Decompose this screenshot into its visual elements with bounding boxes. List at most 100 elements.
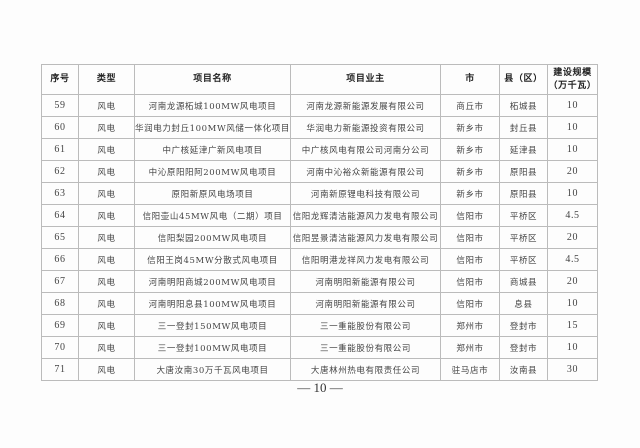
column-header-line: （万千瓦） — [548, 80, 597, 91]
table-cell: 61 — [41, 138, 79, 161]
table-cell: 河南新原锂电科技有限公司 — [290, 182, 441, 205]
table-cell: 平桥区 — [499, 204, 548, 227]
table-cell: 原阳县 — [499, 160, 548, 183]
table-row: 63 风电 原阳新原风电场项目 河南新原锂电科技有限公司 新乡市 原阳县 10 — [41, 182, 598, 205]
table-cell: 10 — [547, 116, 598, 139]
table-cell: 三一重能股份有限公司 — [290, 314, 441, 337]
table-cell: 67 — [41, 270, 79, 293]
table-cell: 风电 — [78, 182, 135, 205]
table-cell: 驻马店市 — [440, 358, 500, 381]
table-cell: 郑州市 — [440, 314, 500, 337]
table-cell: 20 — [547, 226, 598, 249]
table-cell: 信阳王岗45MW分散式风电项目 — [134, 248, 291, 271]
table-cell: 信阳壶山45MW风电（二期）项目 — [134, 204, 291, 227]
table-cell: 河南明阳息县100MW风电项目 — [134, 292, 291, 315]
table-cell: 10 — [547, 138, 598, 161]
table-cell: 登封市 — [499, 336, 548, 359]
table-row: 61 风电 中广核延津广新风电项目 中广核风电有限公司河南分公司 新乡市 延津县 10 — [41, 138, 598, 161]
column-header: 市 — [440, 64, 500, 95]
table-cell: 15 — [547, 314, 598, 337]
table-cell: 三一登封100MW风电项目 — [134, 336, 291, 359]
table-cell: 风电 — [78, 358, 135, 381]
table-cell: 69 — [41, 314, 79, 337]
table-cell: 风电 — [78, 248, 135, 271]
table-cell: 风电 — [78, 314, 135, 337]
table-cell: 新乡市 — [440, 182, 500, 205]
table-cell: 60 — [41, 116, 79, 139]
column-header-line: 建设规模 — [553, 67, 592, 78]
table-row: 70 风电 三一登封100MW风电项目 三一重能股份有限公司 郑州市 登封市 10 — [41, 336, 598, 359]
table-cell: 河南明阳商城200MW风电项目 — [134, 270, 291, 293]
table-cell: 64 — [41, 204, 79, 227]
table-cell: 信阳梨园200MW风电项目 — [134, 226, 291, 249]
table-cell: 河南龙源新能源发展有限公司 — [290, 94, 441, 117]
table-row: 59 风电 河南龙源柘城100MW风电项目 河南龙源新能源发展有限公司 商丘市 柘城县 10 — [41, 94, 598, 117]
table-cell: 68 — [41, 292, 79, 315]
project-table: 序号 类型 项目名称 项目业主市县（区） 建设规模 （万千瓦） 59 风电 河南龙源柘城100… — [41, 64, 598, 381]
table-cell: 河南中沁裕众新能源有限公司 — [290, 160, 441, 183]
column-header: 项目名称 — [134, 64, 291, 95]
table-row: 60 风电 华润电力封丘100MW风储一体化项目 华润电力新能源投资有限公司 新乡市 封丘… — [41, 116, 598, 139]
table-cell: 新乡市 — [440, 138, 500, 161]
table-cell: 平桥区 — [499, 226, 548, 249]
table-cell: 62 — [41, 160, 79, 183]
table-cell: 10 — [547, 336, 598, 359]
table-cell: 信阳龙辉清洁能源风力发电有限公司 — [290, 204, 441, 227]
table-cell: 汝南县 — [499, 358, 548, 381]
table-cell: 息县 — [499, 292, 548, 315]
table-cell: 平桥区 — [499, 248, 548, 271]
table-row: 64 风电 信阳壶山45MW风电（二期）项目 信阳龙辉清洁能源风力发电有限公司 信阳市平… — [41, 204, 598, 227]
table-cell: 商城县 — [499, 270, 548, 293]
table-cell: 原阳新原风电场项目 — [134, 182, 291, 205]
table-cell: 登封市 — [499, 314, 548, 337]
table-cell: 郑州市 — [440, 336, 500, 359]
table-row: 62 风电 中沁原阳阳阿200MW风电项目 河南中沁裕众新能源有限公司 新乡市 原阳县 20 — [41, 160, 598, 183]
table-cell: 华润电力新能源投资有限公司 — [290, 116, 441, 139]
table-cell: 新乡市 — [440, 160, 500, 183]
table-cell: 大唐汝南30万千瓦风电项目 — [134, 358, 291, 381]
table-cell: 信阳明港龙祥风力发电有限公司 — [290, 248, 441, 271]
table-cell: 信阳市 — [440, 270, 500, 293]
table-cell: 河南明阳新能源有限公司 — [290, 292, 441, 315]
table-cell: 4.5 — [547, 248, 598, 271]
table-cell: 风电 — [78, 138, 135, 161]
table-cell: 华润电力封丘100MW风储一体化项目 — [134, 116, 291, 139]
table-cell: 新乡市 — [440, 116, 500, 139]
table-cell: 三一登封150MW风电项目 — [134, 314, 291, 337]
table-cell: 中沁原阳阳阿200MW风电项目 — [134, 160, 291, 183]
table-cell: 商丘市 — [440, 94, 500, 117]
table-cell: 10 — [547, 292, 598, 315]
table-cell: 信阳市 — [440, 248, 500, 271]
column-header: 项目业主 — [290, 64, 441, 95]
table-cell: 封丘县 — [499, 116, 548, 139]
table-cell: 大唐林州热电有限责任公司 — [290, 358, 441, 381]
table-row: 66 风电 信阳王岗45MW分散式风电项目 信阳明港龙祥风力发电有限公司 信阳市 平桥区 4… — [41, 248, 598, 271]
table-cell: 10 — [547, 94, 598, 117]
table-cell: 30 — [547, 358, 598, 381]
column-header: 建设规模 （万千瓦） — [547, 64, 598, 95]
table-cell: 70 — [41, 336, 79, 359]
table-cell: 风电 — [78, 292, 135, 315]
table-cell: 河南龙源柘城100MW风电项目 — [134, 94, 291, 117]
table-cell: 信阳市 — [440, 292, 500, 315]
column-header: 县（区） — [499, 64, 548, 95]
table-row: 65 风电 信阳梨园200MW风电项目 信阳昱景清洁能源风力发电有限公司 信阳市 平桥区 2… — [41, 226, 598, 249]
table-cell: 风电 — [78, 116, 135, 139]
table-cell: 河南明阳新能源有限公司 — [290, 270, 441, 293]
table-cell: 信阳昱景清洁能源风力发电有限公司 — [290, 226, 441, 249]
table-cell: 71 — [41, 358, 79, 381]
table-cell: 信阳市 — [440, 226, 500, 249]
table-row: 67 风电 河南明阳商城200MW风电项目 河南明阳新能源有限公司 信阳市 商城县 20 — [41, 270, 598, 293]
table-row: 71 风电 大唐汝南30万千瓦风电项目 大唐林州热电有限责任公司 驻马店市 汝南县 30 — [41, 358, 598, 381]
table-cell: 三一重能股份有限公司 — [290, 336, 441, 359]
table-cell: 风电 — [78, 160, 135, 183]
table-cell: 4.5 — [547, 204, 598, 227]
table-cell: 风电 — [78, 226, 135, 249]
table-header-row: 序号 类型 项目名称 项目业主市县（区） 建设规模 （万千瓦） — [41, 64, 598, 95]
table-row: 69 风电 三一登封150MW风电项目 三一重能股份有限公司 郑州市 登封市 15 — [41, 314, 598, 337]
table-cell: 信阳市 — [440, 204, 500, 227]
table-cell: 中广核延津广新风电项目 — [134, 138, 291, 161]
table-cell: 65 — [41, 226, 79, 249]
table-cell: 原阳县 — [499, 182, 548, 205]
